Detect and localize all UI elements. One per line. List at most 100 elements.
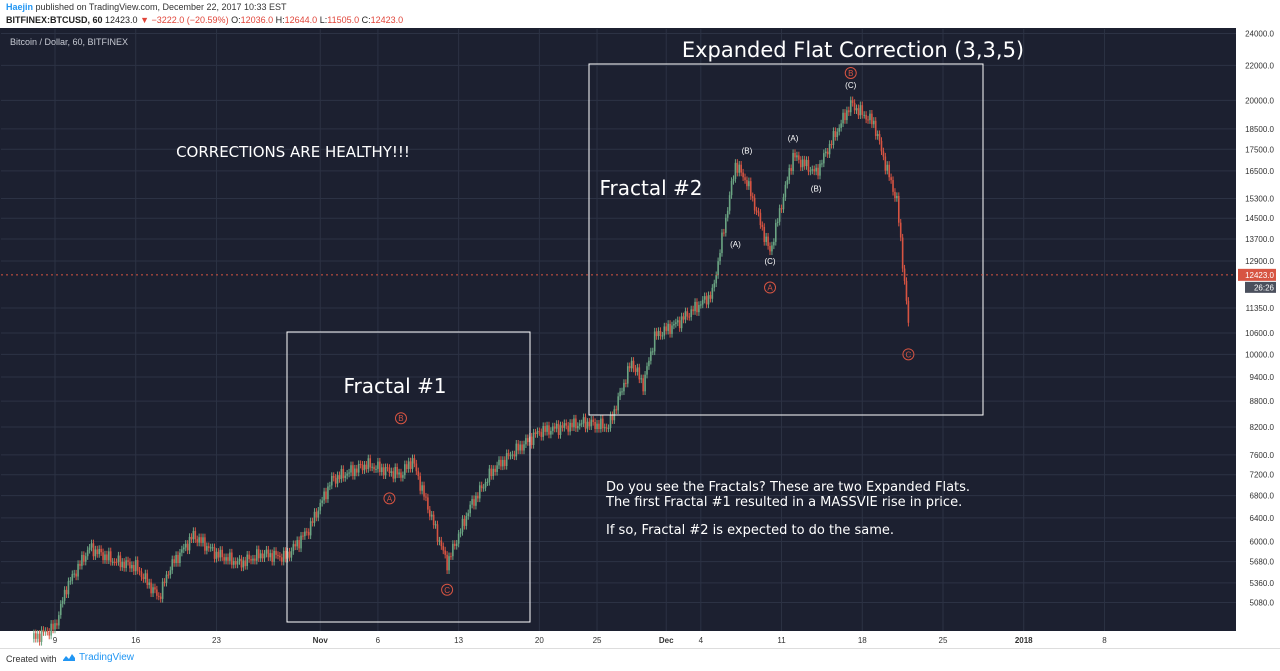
candle-body [167,574,170,576]
candle-body [457,533,460,544]
ohlc-close: 12423.0 [370,15,404,25]
candle-body [876,134,879,137]
candle-body [767,236,769,246]
wave-circle-label: A [387,494,393,503]
candle-body [496,465,498,472]
candle-body [58,615,60,626]
candle-body [392,471,395,479]
candle-body [740,164,742,173]
candle-body [192,530,195,540]
candle-body [553,426,556,429]
candle-body [284,550,287,559]
candle-body [234,561,237,565]
ohlc-high-key: H: [275,15,285,25]
candle-body [181,549,183,553]
candle-body [346,473,348,476]
candle-body [159,596,162,599]
candle-body [67,581,70,595]
candle-body [471,499,473,505]
candle-body [907,300,910,323]
candle-body [250,559,252,561]
candle-body [279,555,281,558]
candle-body [288,551,291,558]
candle-body [338,475,341,480]
candle-body [701,299,704,305]
candle-body [261,553,264,559]
candle-body [390,471,393,474]
x-tick-label: 23 [212,636,221,645]
candle-body [871,113,873,125]
candle-body [388,467,391,474]
candle-body [661,335,664,337]
candle-body [309,521,312,536]
candle-body [901,237,904,269]
candle-body [532,432,535,445]
x-tick-label: 11 [777,636,786,645]
candle-body [897,196,900,223]
candle-body [402,475,404,478]
candle-body [490,468,493,477]
candle-body [757,211,760,213]
candle-body [488,468,491,482]
candle-body [334,477,337,484]
y-tick-label: 17500.0 [1245,145,1274,154]
candle-body [646,366,648,375]
candle-body [838,127,841,132]
candle-body [801,159,804,168]
candle-body [123,561,125,568]
candle-body [44,630,47,633]
y-tick-label: 5680.0 [1250,558,1275,567]
candle-body [38,633,41,642]
candle-body [386,467,389,469]
candle-body [698,304,700,313]
candle-body [307,531,310,536]
note-line-1: Do you see the Fractals? These are two E… [606,480,970,495]
candle-body [853,102,856,111]
candle-body [596,423,598,429]
candle-body [438,540,441,542]
candle-body [152,587,154,594]
candle-body [865,114,867,120]
candle-body [734,162,737,180]
candle-body [377,461,379,469]
candle-body [267,549,270,558]
candle-body [682,316,685,320]
candle-body [684,311,687,320]
candle-body [121,561,124,568]
x-tick-label: 4 [699,636,704,645]
candle-body [125,560,127,568]
candle-body [269,553,272,558]
candle-body [603,427,606,429]
price-chart[interactable]: 24000.0 22000.0 20000.0 18500.0 17500.0 16500… [0,28,1280,648]
candle-body [452,543,454,557]
y-tick-label: 7600.0 [1250,451,1275,460]
candle-body [204,537,206,551]
tradingview-link[interactable]: TradingView [62,652,134,663]
candle-body [357,464,360,473]
candle-body [259,553,262,559]
candle-body [127,560,129,562]
price-axis-panel [1236,28,1280,648]
candle-body [577,425,579,429]
candle-body [642,378,644,392]
candle-body [746,180,748,187]
candle-body [330,475,333,486]
candle-body [71,574,74,581]
candle-body [282,550,285,562]
candle-body [207,546,210,549]
candle-body [96,549,99,555]
candle-body [394,467,397,479]
candle-body [798,155,800,160]
candle-body [453,543,456,546]
x-tick-label: 8 [1102,636,1107,645]
candle-body [157,595,160,597]
candle-body [486,481,489,483]
candle-body [305,531,308,533]
y-tick-label: 5360.0 [1250,579,1275,588]
fractal-1-label: Fractal #1 [343,374,446,398]
author-link[interactable]: Haejin [6,2,34,12]
candle-body [350,465,352,473]
candle-body [398,472,400,475]
candle-body [106,554,108,561]
candle-body [184,543,187,548]
